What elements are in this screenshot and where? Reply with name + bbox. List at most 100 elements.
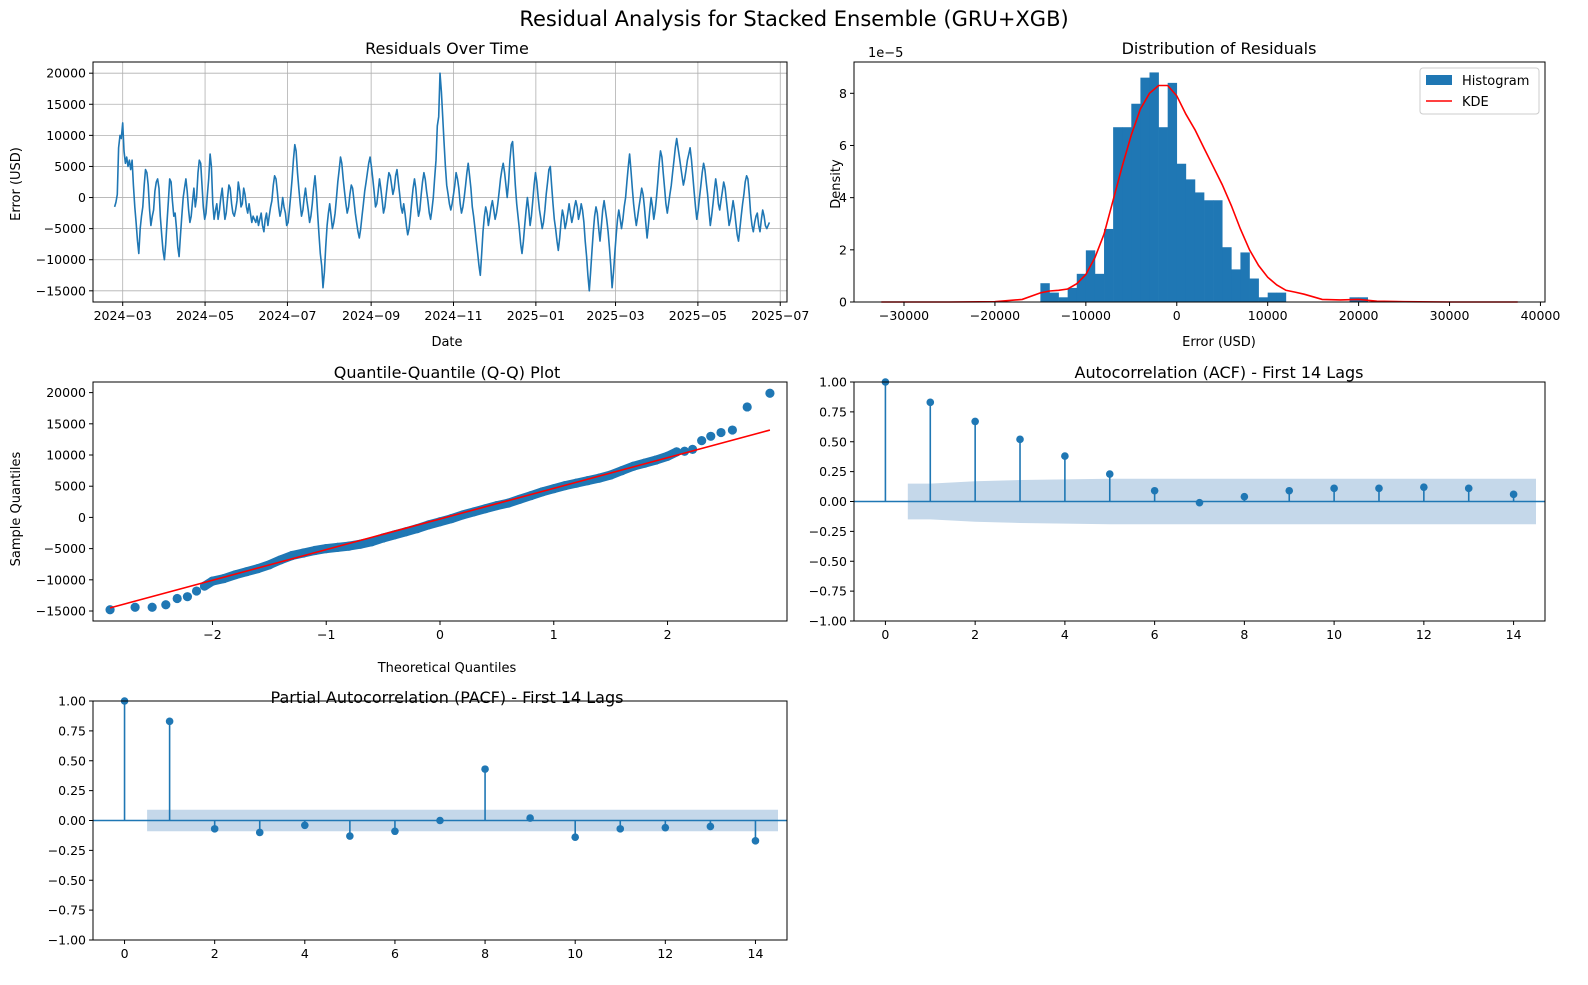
acf-marker xyxy=(971,417,979,426)
acf-marker xyxy=(926,398,935,407)
x-tick-label: 10 xyxy=(1326,627,1342,642)
panel-acf: Autocorrelation (ACF) - First 14 Lags 0 2… xyxy=(809,363,1546,642)
histogram-bar xyxy=(1094,273,1105,302)
pacf-marker xyxy=(391,827,399,836)
qq-point xyxy=(765,388,775,398)
y-tick-label: 5000 xyxy=(54,479,86,494)
y-tick-label: 20000 xyxy=(46,385,86,400)
y-tick-label: −0.50 xyxy=(48,873,86,888)
legend-histogram-label: Histogram xyxy=(1462,74,1529,89)
legend-histogram-swatch xyxy=(1426,75,1452,85)
x-tick-label: 2025−01 xyxy=(507,308,565,323)
qq-point xyxy=(161,600,171,610)
y-tick-label: 0 xyxy=(78,190,86,205)
y-tick-label: 0.75 xyxy=(58,723,86,738)
pacf-marker xyxy=(616,825,625,833)
x-tick-label: 8 xyxy=(481,946,489,961)
pacf-marker xyxy=(165,717,174,726)
acf-marker xyxy=(1061,452,1069,460)
histogram-bar xyxy=(1085,250,1096,302)
legend-kde-label: KDE xyxy=(1462,95,1489,110)
y-tick-label: −10000 xyxy=(36,252,86,267)
qq-point xyxy=(355,539,365,549)
x-tick-label: 40000 xyxy=(1521,308,1561,323)
y-tick-label: 8 xyxy=(839,86,847,101)
acf-marker xyxy=(1464,484,1473,493)
histogram-bar xyxy=(1149,72,1159,302)
x-tick-label: 0 xyxy=(881,627,889,642)
y-tick-label: −0.75 xyxy=(809,584,847,599)
y-tick-label: 2 xyxy=(839,242,847,257)
x-tick-label: 10 xyxy=(567,946,583,961)
x-tick-label: 2 xyxy=(664,627,672,642)
pacf-marker xyxy=(661,823,670,832)
x-tick-label: 2024−07 xyxy=(258,308,316,323)
axes-frame xyxy=(92,381,788,622)
histogram-bar xyxy=(1076,273,1087,302)
histogram-bar xyxy=(1167,82,1178,302)
y-tick-label: −0.25 xyxy=(809,524,847,539)
x-tick-label: 8 xyxy=(1240,627,1248,642)
pacf-marker xyxy=(346,832,354,840)
residuals-time-xlabel: Date xyxy=(431,335,462,350)
pacf-marker xyxy=(706,822,715,831)
qq-ylabel: Sample Quantiles xyxy=(9,451,24,566)
qq-title: Quantile-Quantile (Q-Q) Plot xyxy=(334,363,561,382)
y-tick-label: 1.00 xyxy=(819,375,847,390)
qq-point xyxy=(727,425,737,435)
histogram-bar xyxy=(1249,278,1259,302)
histogram-bar xyxy=(1258,297,1268,302)
residuals-line xyxy=(113,72,771,292)
x-tick-label: 2024−09 xyxy=(342,308,400,323)
axes-frame xyxy=(92,700,788,941)
histogram-bar xyxy=(1104,228,1114,302)
figure-title: Residual Analysis for Stacked Ensemble (… xyxy=(519,7,1068,31)
y-tick-label: 0.75 xyxy=(819,404,847,419)
acf-marker xyxy=(1016,435,1024,444)
distribution-xlabel: Error (USD) xyxy=(1182,335,1256,350)
x-tick-label: 12 xyxy=(1416,627,1432,642)
axes-frame xyxy=(853,61,1546,303)
y-tick-label: 5000 xyxy=(54,159,86,174)
histogram-bar xyxy=(1158,127,1168,302)
acf-marker xyxy=(1240,492,1249,501)
x-tick-label: 2025−07 xyxy=(751,308,809,323)
acf-title: Autocorrelation (ACF) - First 14 Lags xyxy=(1075,363,1364,382)
x-tick-label: 4 xyxy=(1061,627,1069,642)
y-tick-label: 10000 xyxy=(46,128,86,143)
y-tick-label: 4 xyxy=(839,190,847,205)
y-tick-label: −5000 xyxy=(44,541,86,556)
y-tick-label: −5000 xyxy=(44,221,86,236)
y-tick-label: 15000 xyxy=(46,416,86,431)
x-tick-label: −20000 xyxy=(970,308,1020,323)
x-tick-label: 2 xyxy=(211,946,219,961)
histogram-bar xyxy=(1122,127,1132,302)
pacf-marker xyxy=(436,816,444,825)
x-tick-label: 10000 xyxy=(1248,308,1288,323)
pacf-marker xyxy=(571,833,579,842)
pacf-title: Partial Autocorrelation (PACF) - First 1… xyxy=(271,688,624,707)
x-tick-label: 2024−05 xyxy=(176,308,234,323)
y-tick-label: −0.75 xyxy=(48,903,86,918)
y-tick-label: −0.50 xyxy=(809,554,847,569)
y-tick-label: 20000 xyxy=(46,66,86,81)
x-tick-label: 0 xyxy=(121,946,129,961)
pacf-marker xyxy=(255,828,264,837)
qq-point xyxy=(182,592,193,602)
histogram-bar xyxy=(1204,200,1214,302)
pacf-marker xyxy=(301,821,309,830)
distribution-ylabel: Density xyxy=(829,159,844,209)
residuals-time-title: Residuals Over Time xyxy=(365,39,529,58)
y-tick-label: 1.00 xyxy=(58,694,86,709)
y-tick-label: 0.50 xyxy=(58,753,86,768)
histogram-bar xyxy=(1222,247,1232,302)
pacf-marker xyxy=(526,814,534,822)
histogram-bar xyxy=(1240,252,1250,302)
qq-point xyxy=(191,586,202,596)
acf-marker xyxy=(1195,498,1204,507)
y-tick-label: −15000 xyxy=(36,604,86,619)
qq-point xyxy=(147,602,157,612)
y-tick-label: 6 xyxy=(839,138,847,153)
distribution-title: Distribution of Residuals xyxy=(1122,39,1317,58)
